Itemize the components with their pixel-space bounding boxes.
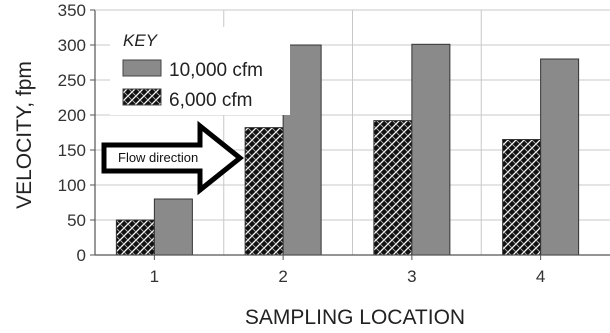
x-tick-label-3: 3 [407,267,416,286]
bar-10000-location-3 [411,43,451,256]
bar-6000-location-3 [373,120,413,256]
bar-10000-location-1 [153,198,193,256]
y-tick-label-200: 200 [58,106,86,125]
flow-direction-label: Flow direction [118,150,198,165]
legend-label-6000: 6,000 cfm [169,90,252,111]
legend-swatch-10000 [122,59,162,77]
legend-swatch-6000 [122,88,162,106]
y-tick-label-50: 50 [67,211,86,230]
y-tick-label-300: 300 [58,36,86,55]
x-tick-label-2: 2 [278,267,287,286]
bar-6000-location-2 [244,127,284,256]
x-tick-label-4: 4 [536,267,545,286]
y-tick-label-250: 250 [58,71,86,90]
flow-direction-arrow: Flow direction [101,120,245,196]
y-tick-label-100: 100 [58,176,86,195]
bar-6000-location-1 [115,219,155,256]
x-tick-label-1: 1 [150,267,159,286]
bar-6000-location-4 [502,139,542,256]
y-tick-label-350: 350 [58,1,86,20]
legend-title: KEY [123,31,159,50]
x-axis-title: SAMPLING LOCATION [245,306,465,329]
legend: KEY 10,000 cfm 6,000 cfm [110,27,290,115]
bar-10000-location-4 [540,58,580,256]
y-axis-title: VELOCITY, fpm [13,61,36,209]
legend-label-10000: 10,000 cfm [169,60,263,81]
y-tick-label-150: 150 [58,141,86,160]
y-tick-label-0: 0 [77,246,86,265]
axes: 0 50 100 150 200 250 300 350 1 2 3 4 [58,1,610,286]
